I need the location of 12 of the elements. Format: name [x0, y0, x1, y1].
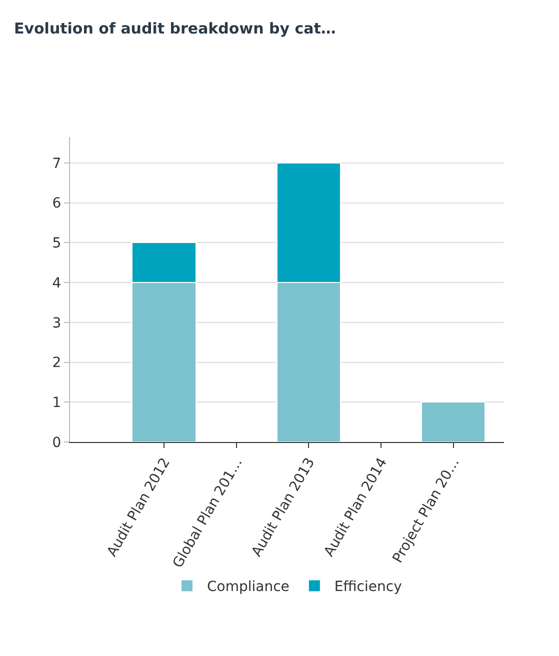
y-tick-label: 2: [52, 355, 62, 372]
y-tick-label: 5: [52, 236, 62, 252]
y-tick-label: 6: [52, 196, 62, 212]
y-tick-label: 1: [52, 395, 62, 412]
legend-label: Efficiency: [334, 579, 402, 596]
legend-label: Compliance: [207, 579, 290, 596]
y-tick-label: 3: [52, 315, 62, 332]
y-tick-label: 4: [52, 275, 62, 292]
bar: [421, 402, 486, 442]
chart-title: Evolution of audit breakdown by cat…: [14, 19, 336, 38]
y-tick-label: 0: [52, 434, 62, 451]
y-tick-label: 7: [52, 156, 62, 172]
